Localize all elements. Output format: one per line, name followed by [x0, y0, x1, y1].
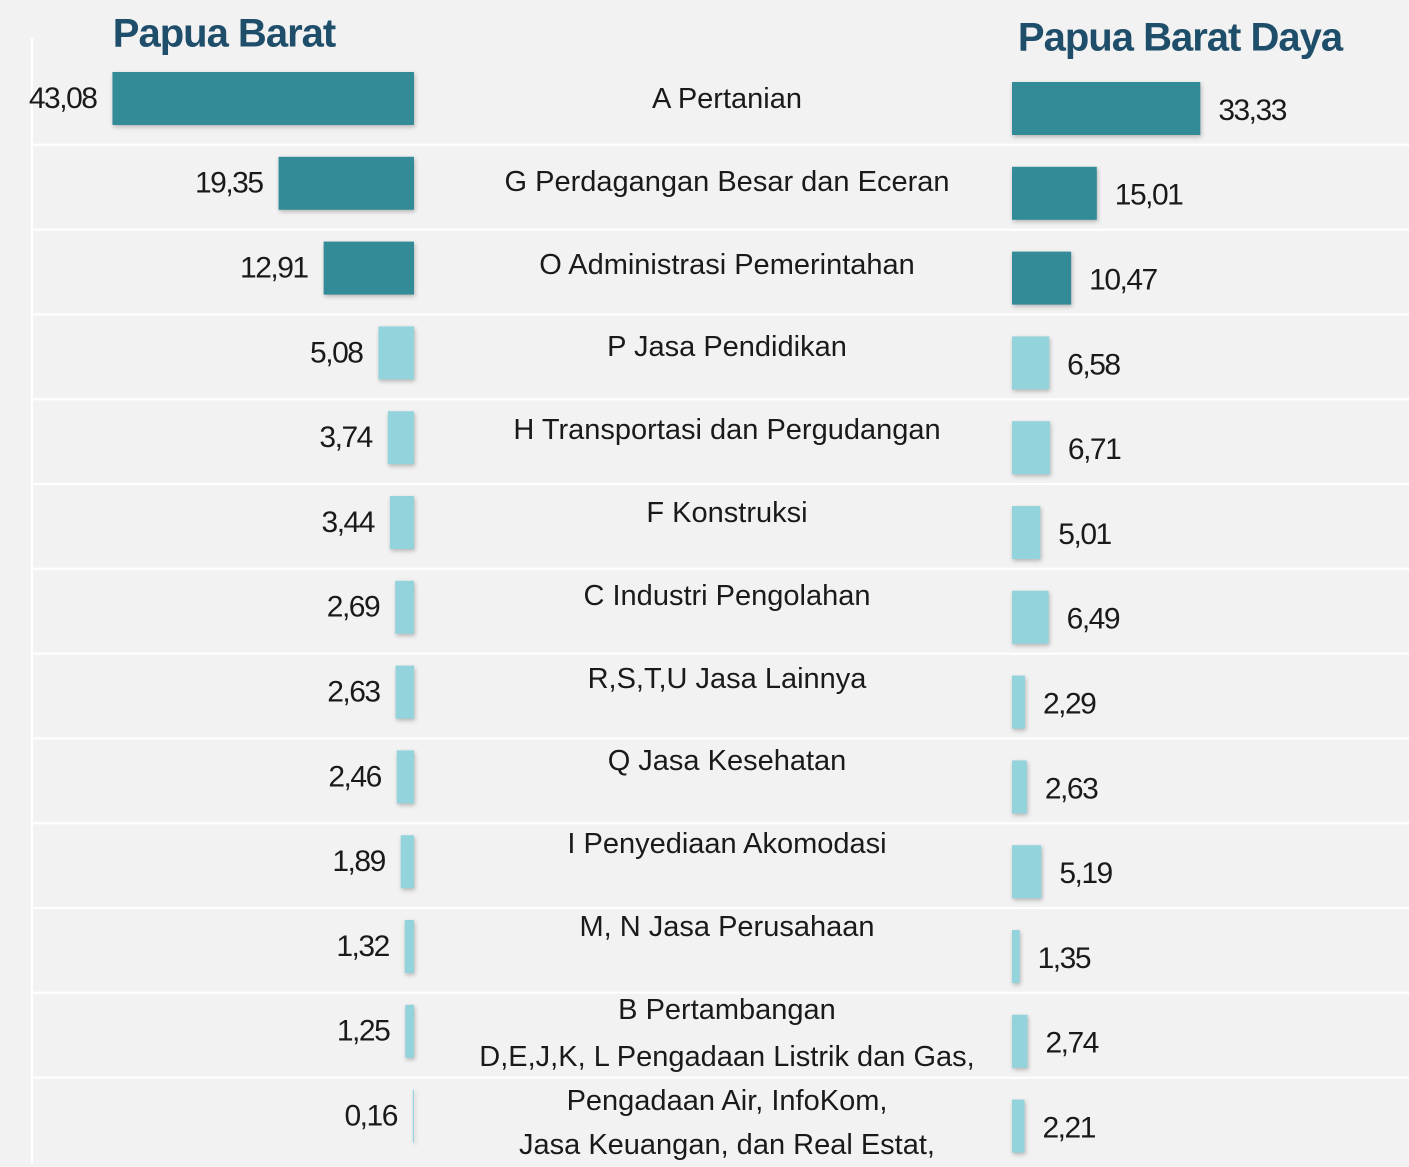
- bar: [405, 1004, 414, 1058]
- bar: [389, 496, 414, 549]
- bar: [1012, 760, 1027, 814]
- value-label: 33,33: [1218, 94, 1286, 127]
- value-label: 1,35: [1038, 942, 1091, 975]
- category-label: F Konstruksi: [646, 497, 808, 529]
- value-label: 3,74: [319, 421, 372, 454]
- bar: [1012, 590, 1049, 644]
- value-label: 10,47: [1089, 264, 1157, 297]
- category-label: Q Jasa Kesehatan: [607, 745, 847, 778]
- category-label: C Industri Pengolahan: [583, 579, 871, 612]
- value-label: 12,91: [240, 252, 308, 285]
- bar: [378, 326, 414, 380]
- value-label: 2,63: [1045, 772, 1098, 805]
- value-label: 6,58: [1067, 348, 1120, 381]
- value-label: 0,16: [344, 1100, 397, 1133]
- value-label: 19,35: [195, 167, 263, 200]
- category-label: P Jasa Pendidikan: [607, 331, 847, 364]
- bar: [1012, 251, 1072, 305]
- bar: [396, 750, 414, 804]
- value-label: 2,69: [327, 591, 380, 624]
- bar: [404, 920, 414, 973]
- bar: [1012, 336, 1050, 390]
- bar: [387, 411, 414, 465]
- value-label: 2,21: [1042, 1112, 1095, 1145]
- category-label: I Penyediaan Akomodasi: [567, 828, 887, 861]
- bar: [395, 580, 414, 634]
- bar: [412, 1089, 414, 1143]
- bar: [1012, 675, 1025, 729]
- bar: [1012, 930, 1020, 983]
- value-label: 43,08: [29, 82, 97, 115]
- category-label: G Perdagangan Besar dan Eceran: [504, 165, 950, 198]
- series-title: Papua Barat: [113, 12, 336, 56]
- value-label: 2,74: [1045, 1027, 1098, 1060]
- value-label: 2,46: [328, 760, 381, 793]
- bar: [278, 156, 414, 210]
- category-label: M, N Jasa Perusahaan: [579, 911, 875, 943]
- category-label: D,E,J,K, L Pengadaan Listrik dan Gas, Pe…: [479, 1041, 975, 1161]
- category-label: B Pertambangan: [618, 993, 836, 1026]
- category-label: A Pertanian: [652, 83, 802, 115]
- value-label: 6,49: [1067, 603, 1120, 636]
- value-label: 2,29: [1043, 688, 1096, 721]
- bar: [400, 835, 414, 889]
- value-label: 1,25: [337, 1015, 390, 1048]
- bar: [1012, 82, 1201, 135]
- value-label: 1,32: [336, 930, 389, 963]
- value-label: 1,89: [332, 845, 385, 878]
- value-label: 6,71: [1068, 433, 1121, 466]
- bar: [112, 72, 414, 125]
- value-label: 5,01: [1058, 518, 1111, 551]
- category-label: O Administrasi Pemerintahan: [539, 248, 915, 281]
- bar: [395, 665, 414, 719]
- bar: [1012, 1014, 1028, 1068]
- value-label: 5,08: [310, 336, 363, 369]
- bar: [1012, 1099, 1025, 1153]
- bar: [1012, 506, 1041, 559]
- bar: [323, 241, 414, 295]
- series-title: Papua Barat Daya: [1018, 16, 1344, 60]
- category-label: H Transportasi dan Pergudangan: [513, 414, 941, 447]
- bar: [1012, 845, 1042, 899]
- value-label: 2,63: [327, 676, 380, 709]
- value-label: 5,19: [1059, 857, 1112, 890]
- category-label: R,S,T,U Jasa Lainnya: [587, 662, 867, 695]
- bar: [1012, 166, 1097, 220]
- bar: [1012, 421, 1050, 475]
- value-label: 15,01: [1115, 179, 1183, 212]
- value-label: 3,44: [322, 506, 375, 539]
